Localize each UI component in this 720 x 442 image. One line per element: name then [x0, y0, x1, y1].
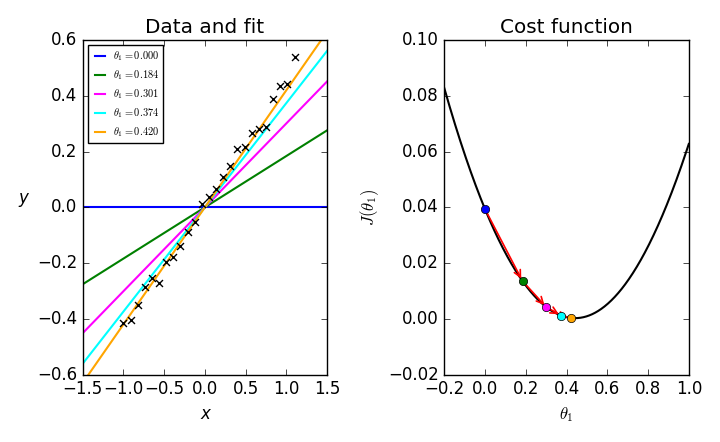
X-axis label: x: x [200, 405, 210, 423]
Title: Data and fit: Data and fit [145, 18, 264, 37]
Point [253, 126, 265, 133]
Point [217, 173, 229, 180]
Point [196, 200, 207, 207]
Point [274, 83, 286, 90]
Point [125, 316, 136, 323]
Point [210, 186, 222, 193]
Point [175, 242, 186, 249]
Point [260, 124, 271, 131]
Point [132, 302, 143, 309]
Point [267, 95, 279, 102]
Title: Cost function: Cost function [500, 18, 633, 37]
Point [225, 163, 236, 170]
Point [117, 320, 129, 327]
Point [139, 284, 150, 291]
Point [232, 145, 243, 152]
Legend: $\theta_1=0.000$, $\theta_1=0.184$, $\theta_1=0.301$, $\theta_1=0.374$, $\theta_: $\theta_1=0.000$, $\theta_1=0.184$, $\th… [88, 45, 163, 143]
Point [189, 219, 200, 226]
Y-axis label: y: y [18, 189, 28, 207]
Point [146, 275, 158, 282]
Point [289, 53, 300, 60]
Point [153, 280, 165, 287]
Point [161, 258, 172, 265]
Point [168, 253, 179, 260]
Point [203, 193, 215, 200]
Point [246, 130, 258, 137]
Point [282, 81, 293, 88]
Y-axis label: $J(\theta_1)$: $J(\theta_1)$ [359, 189, 381, 226]
Point [182, 228, 194, 235]
Point [239, 144, 251, 151]
X-axis label: $\theta_1$: $\theta_1$ [559, 405, 574, 424]
